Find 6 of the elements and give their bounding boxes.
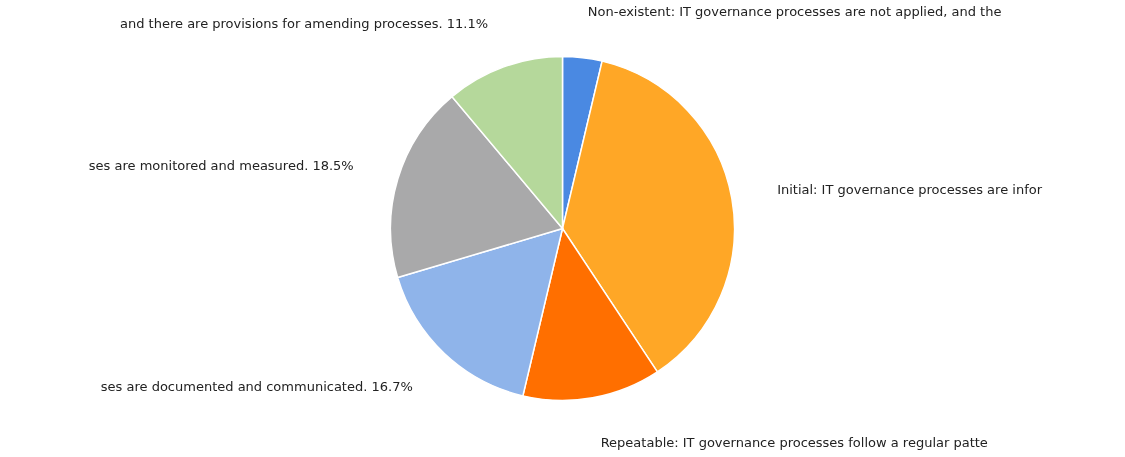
slice-label: ses are monitored and measured. 18.5%: [88, 157, 354, 173]
slice-label: and there are provisions for amending processes. 11.1%: [120, 15, 489, 31]
slice-label: Non-existent: IT governance processes are not applied, and the: [587, 3, 1002, 19]
slice-label: ses are documented and communicated. 16.7%: [100, 378, 413, 394]
slice-label: Repeatable: IT governance processes follow a regular patte: [600, 435, 988, 451]
slice-label: Initial: IT governance processes are infor: [777, 182, 1043, 198]
